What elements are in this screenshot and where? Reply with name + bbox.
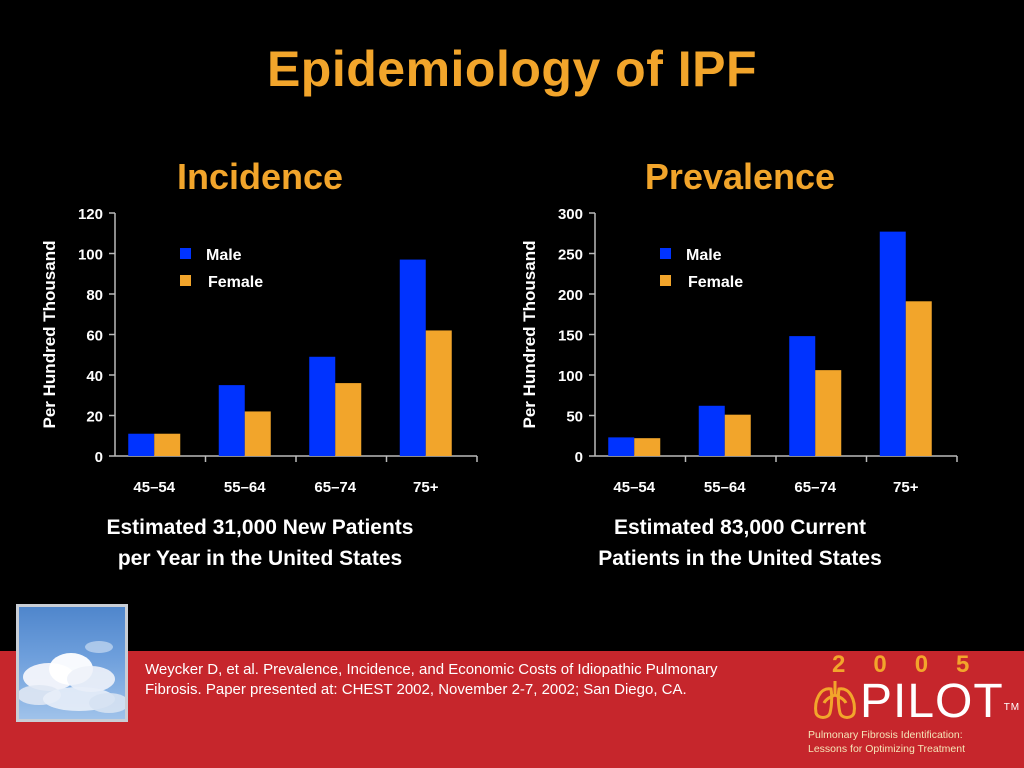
y-axis-label: Per Hundred Thousand — [520, 241, 539, 429]
trademark: TM — [1003, 702, 1021, 713]
chart-caption: Estimated 83,000 Current Patients in the… — [500, 512, 980, 574]
legend-label: Male — [686, 247, 722, 264]
chart-title: Incidence — [176, 156, 344, 197]
prevalence-chart: Prevalence Per Hundred Thousand 0 50 100 150… — [500, 150, 980, 580]
incidence-chart: Incidence Per Hundred Thousand 0 20 40 60 80 1… — [20, 150, 500, 580]
chart-caption: Estimated 31,000 New Patients per Year i… — [20, 512, 500, 574]
y-tick-label: 120 — [78, 206, 103, 223]
legend-swatch — [180, 275, 191, 286]
citation-line: Weycker D, et al. Prevalence, Incidence,… — [145, 661, 718, 678]
bar-male — [698, 405, 725, 456]
logo-tagline: Pulmonary Fibrosis Identification: Lesso… — [808, 728, 1018, 756]
caption-line: Estimated 31,000 New Patients — [106, 516, 414, 539]
x-tick-label: 65–74 — [794, 479, 836, 496]
bar-male — [399, 259, 426, 456]
y-axis-label: Per Hundred Thousand — [40, 241, 59, 429]
caption-line: per Year in the United States — [117, 547, 403, 570]
bar-female — [905, 301, 932, 456]
legend-swatch — [180, 248, 191, 259]
legend-label: Female — [208, 274, 263, 291]
incidence-chart-svg: Per Hundred Thousand 0 20 40 60 80 100 120 45–54… — [40, 206, 478, 496]
y-tick-label: 40 — [86, 368, 103, 385]
bar-female — [154, 433, 181, 456]
y-tick-label: 100 — [558, 368, 583, 385]
x-tick-label: 75+ — [413, 479, 439, 496]
logo-wordmark: PILOT — [860, 675, 1004, 728]
bar-male — [789, 336, 816, 456]
bar-male — [608, 437, 635, 456]
y-tick-label: 50 — [566, 409, 583, 426]
sky-cloud-photo — [16, 604, 128, 722]
bar-male — [309, 356, 336, 456]
citation: Weycker D, et al. Prevalence, Incidence,… — [145, 660, 805, 700]
caption-line: Patients in the United States — [598, 547, 882, 570]
prevalence-chart-svg: Per Hundred Thousand 0 50 100 150 200 250 300 45… — [520, 206, 958, 496]
y-tick-label: 150 — [558, 328, 583, 345]
x-tick-label: 55–64 — [704, 479, 746, 496]
bar-female — [724, 414, 751, 456]
lungs-icon — [814, 681, 856, 719]
bar-male — [218, 385, 245, 456]
y-tick-label: 200 — [558, 287, 583, 304]
y-tick-label: 60 — [86, 328, 103, 345]
bar-male — [879, 231, 906, 456]
x-tick-label: 45–54 — [613, 479, 655, 496]
y-tick-label: 0 — [575, 449, 583, 466]
tagline-line: Lessons for Optimizing Treatment — [808, 743, 965, 755]
legend-label: Male — [206, 247, 242, 264]
y-tick-label: 300 — [558, 206, 583, 223]
bar-female — [634, 438, 661, 456]
y-tick-label: 0 — [95, 449, 103, 466]
legend-swatch — [660, 248, 671, 259]
slide-title: Epidemiology of IPF — [266, 41, 758, 97]
bar-female — [335, 383, 362, 456]
x-tick-label: 75+ — [893, 479, 919, 496]
legend-label: Female — [688, 274, 743, 291]
bar-male — [128, 433, 155, 456]
bar-female — [244, 411, 271, 456]
y-tick-label: 80 — [86, 287, 103, 304]
y-tick-label: 20 — [86, 409, 103, 426]
y-tick-label: 250 — [558, 247, 583, 264]
chart-title: Prevalence — [644, 156, 836, 197]
bar-female — [815, 370, 842, 456]
bar-female — [425, 330, 452, 456]
tagline-line: Pulmonary Fibrosis Identification: — [808, 729, 963, 741]
x-tick-label: 55–64 — [224, 479, 266, 496]
logo-year: 2005 — [832, 651, 998, 678]
caption-line: Estimated 83,000 Current — [613, 516, 867, 539]
legend-swatch — [660, 275, 671, 286]
y-tick-label: 100 — [78, 247, 103, 264]
x-tick-label: 65–74 — [314, 479, 356, 496]
pilot-logo: PILOTTM — [812, 677, 1020, 727]
x-tick-label: 45–54 — [133, 479, 175, 496]
citation-line: Fibrosis. Paper presented at: CHEST 2002… — [145, 681, 687, 698]
